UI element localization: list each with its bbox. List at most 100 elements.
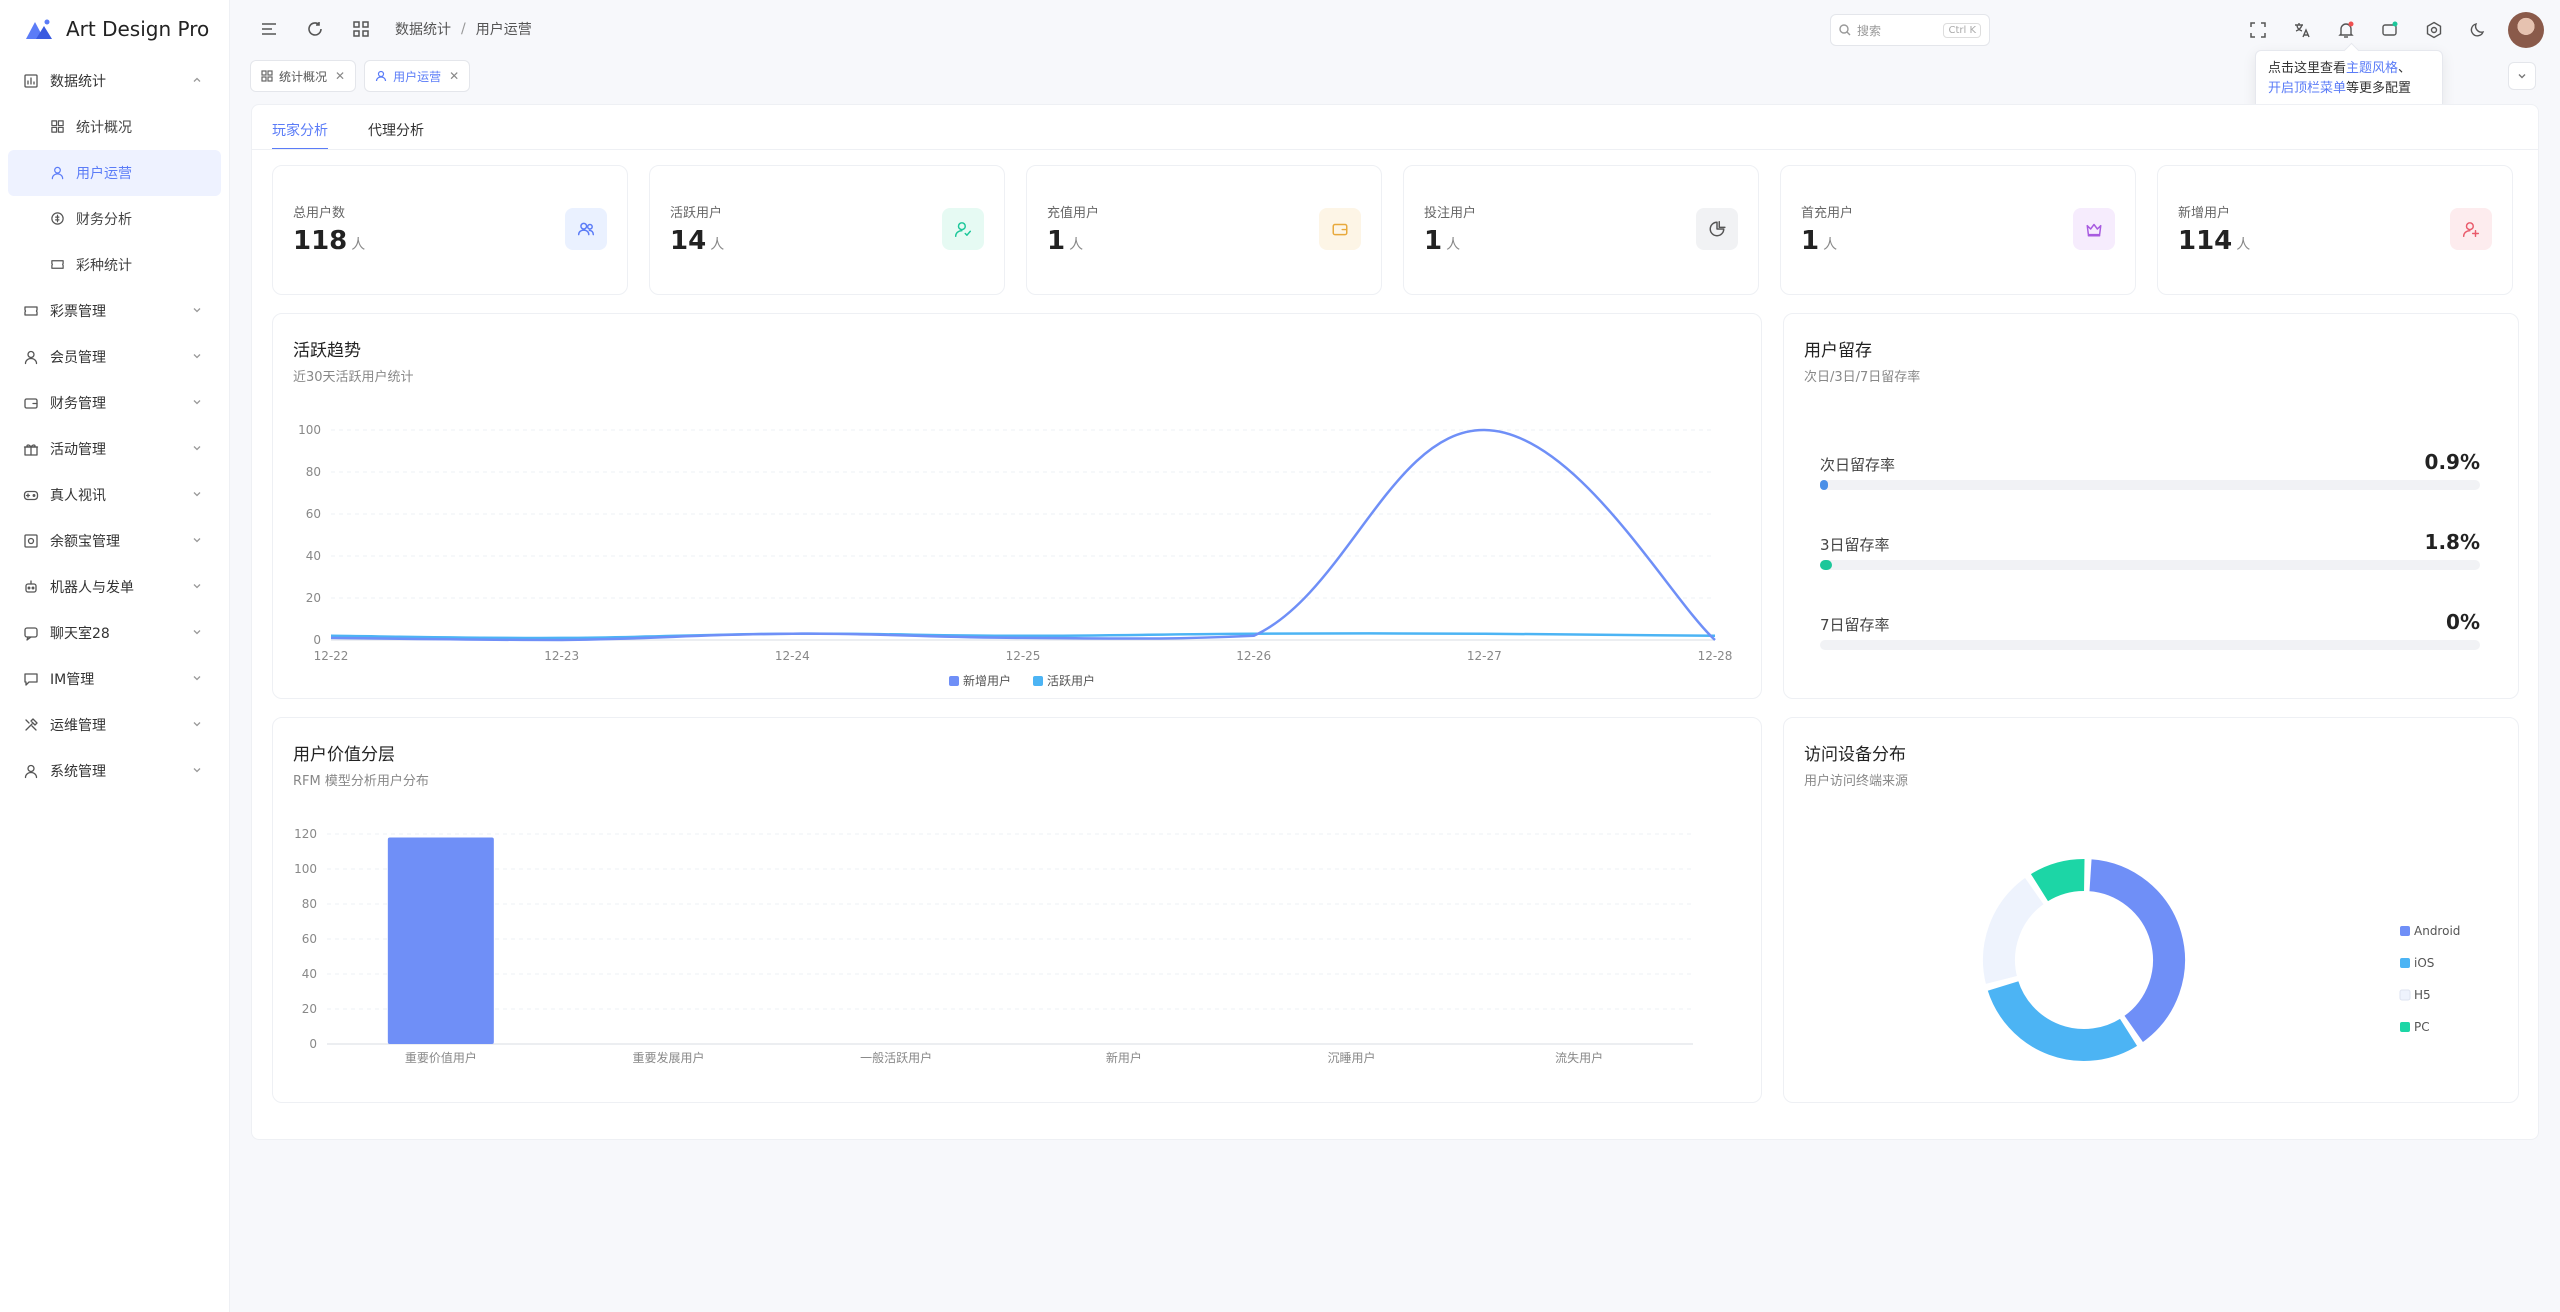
stat-unit: 人 bbox=[1069, 237, 1084, 253]
y-tick-label: 40 bbox=[306, 549, 321, 563]
tab-divider bbox=[252, 149, 2538, 150]
retention-row: 3日留存率 1.8% bbox=[1820, 530, 2480, 570]
sidebar-item[interactable]: 彩票管理 bbox=[0, 288, 229, 334]
gamepad-icon bbox=[22, 486, 40, 504]
stat-unit: 人 bbox=[351, 237, 366, 253]
retention-progress-track bbox=[1820, 640, 2480, 650]
y-tick-label: 40 bbox=[302, 967, 317, 981]
retention-value: 0% bbox=[2446, 610, 2480, 634]
sidebar-item[interactable]: 活动管理 bbox=[0, 426, 229, 472]
y-tick-label: 100 bbox=[294, 862, 317, 876]
safe-icon bbox=[22, 532, 40, 550]
search-input[interactable]: 搜索 Ctrl K bbox=[1830, 14, 1990, 46]
ticket-icon bbox=[22, 302, 40, 320]
user-avatar[interactable] bbox=[2508, 12, 2544, 48]
stat-unit: 人 bbox=[1823, 237, 1838, 253]
crown-icon bbox=[2073, 208, 2115, 250]
sidebar-subitem[interactable]: 用户运营 bbox=[8, 150, 221, 196]
stat-number: 14 bbox=[670, 226, 707, 256]
grid-icon bbox=[261, 70, 273, 82]
stat-label: 总用户数 bbox=[293, 206, 346, 221]
app-logo[interactable]: Art Design Pro bbox=[0, 0, 229, 58]
tools-icon bbox=[22, 716, 40, 734]
menu-toggle-icon[interactable] bbox=[251, 11, 287, 47]
tooltip-text: 点击这里查看 bbox=[2268, 61, 2347, 76]
sidebar-subitem[interactable]: 彩种统计 bbox=[8, 242, 221, 288]
y-tick-label: 60 bbox=[302, 932, 317, 946]
tabs-dropdown-button[interactable] bbox=[2508, 62, 2536, 90]
sidebar-subitem[interactable]: 财务分析 bbox=[8, 196, 221, 242]
retention-progress-fill bbox=[1820, 480, 1828, 490]
dark-mode-moon-icon[interactable] bbox=[2460, 12, 2496, 48]
sidebar-item-label: 财务管理 bbox=[50, 396, 106, 412]
y-tick-label: 100 bbox=[298, 423, 321, 437]
sidebar-subitem-label: 财务分析 bbox=[76, 212, 132, 228]
sidebar-item[interactable]: 真人视讯 bbox=[0, 472, 229, 518]
close-icon[interactable]: ✕ bbox=[335, 69, 346, 83]
chevron-up-icon bbox=[191, 74, 205, 88]
theme-style-link[interactable]: 主题风格 bbox=[2346, 61, 2399, 76]
sidebar-item[interactable]: 会员管理 bbox=[0, 334, 229, 380]
sidebar-item-label: 活动管理 bbox=[50, 442, 106, 458]
stat-unit: 人 bbox=[1446, 237, 1461, 253]
retention-progress-track bbox=[1820, 560, 2480, 570]
sidebar-item[interactable]: 财务管理 bbox=[0, 380, 229, 426]
chat-icon[interactable] bbox=[2372, 12, 2408, 48]
chevron-down-icon bbox=[191, 718, 205, 732]
sidebar-item[interactable]: 运维管理 bbox=[0, 702, 229, 748]
series-line bbox=[330, 632, 1716, 640]
notification-bell-icon[interactable] bbox=[2328, 12, 2364, 48]
sidebar-item[interactable]: 聊天室28 bbox=[0, 610, 229, 656]
x-tick-label: 12-23 bbox=[544, 649, 579, 663]
trend-subtitle: 近30天活跃用户统计 bbox=[293, 370, 414, 385]
chevron-down-icon bbox=[191, 764, 205, 778]
sidebar-item[interactable]: 系统管理 bbox=[0, 748, 229, 794]
fullscreen-icon[interactable] bbox=[2240, 12, 2276, 48]
sidebar-subitem-label: 统计概况 bbox=[76, 120, 132, 136]
page-tab-overview[interactable]: 统计概况 ✕ bbox=[250, 60, 357, 92]
sidebar-subitem[interactable]: 统计概况 bbox=[8, 104, 221, 150]
y-tick-label: 20 bbox=[302, 1002, 317, 1016]
series-line bbox=[330, 428, 1716, 642]
apps-grid-icon[interactable] bbox=[343, 11, 379, 47]
sidebar-item-label: 运维管理 bbox=[50, 718, 106, 734]
sidebar-item-label: 会员管理 bbox=[50, 350, 106, 366]
x-tick-label: 12-22 bbox=[314, 649, 349, 663]
legend-swatch bbox=[2400, 958, 2410, 968]
settings-tooltip: 点击这里查看主题风格、 开启顶栏菜单等更多配置 bbox=[2255, 50, 2443, 110]
legend-label: 新增用户 bbox=[963, 673, 1011, 688]
sidebar-item[interactable]: 机器人与发单 bbox=[0, 564, 229, 610]
sidebar-item[interactable]: 数据统计 bbox=[0, 58, 229, 104]
y-tick-label: 20 bbox=[306, 591, 321, 605]
x-tick-label: 重要发展用户 bbox=[632, 1050, 704, 1065]
sidebar-item-label: 真人视讯 bbox=[50, 488, 106, 504]
tab-agent-analysis[interactable]: 代理分析 bbox=[368, 123, 424, 139]
sidebar-item[interactable]: 余额宝管理 bbox=[0, 518, 229, 564]
search-icon bbox=[1839, 24, 1851, 36]
sidebar-item[interactable]: IM管理 bbox=[0, 656, 229, 702]
chevron-down-icon bbox=[191, 626, 205, 640]
tab-player-analysis[interactable]: 玩家分析 bbox=[272, 113, 328, 150]
pie-slice bbox=[2028, 857, 2087, 904]
retention-subtitle: 次日/3日/7日留存率 bbox=[1804, 370, 1921, 385]
translate-icon[interactable] bbox=[2284, 12, 2320, 48]
refresh-icon[interactable] bbox=[297, 11, 333, 47]
retention-label: 次日留存率 bbox=[1820, 456, 1896, 474]
top-menu-link[interactable]: 开启顶栏菜单 bbox=[2268, 81, 2347, 96]
trend-card: 活跃趋势 近30天活跃用户统计 0 20 40 60 80 100 12-22 12-23 12… bbox=[272, 313, 1762, 699]
x-tick-label: 流失用户 bbox=[1555, 1050, 1603, 1065]
user-icon bbox=[22, 762, 40, 780]
trend-title: 活跃趋势 bbox=[293, 341, 361, 361]
page-tab-user-ops[interactable]: 用户运营 ✕ bbox=[364, 60, 471, 92]
settings-gear-icon[interactable] bbox=[2416, 12, 2452, 48]
wallet-icon bbox=[22, 394, 40, 412]
chevron-down-icon bbox=[191, 442, 205, 456]
close-icon[interactable]: ✕ bbox=[449, 69, 460, 83]
page-tab-label: 统计概况 bbox=[279, 69, 328, 84]
breadcrumb-item[interactable]: 数据统计 bbox=[395, 22, 451, 38]
retention-progress-fill bbox=[1820, 560, 1832, 570]
trend-line-chart: 0 20 40 60 80 100 12-22 12-23 12-24 12-25 12-26 12-… bbox=[298, 423, 1732, 688]
stat-unit: 人 bbox=[710, 237, 725, 253]
